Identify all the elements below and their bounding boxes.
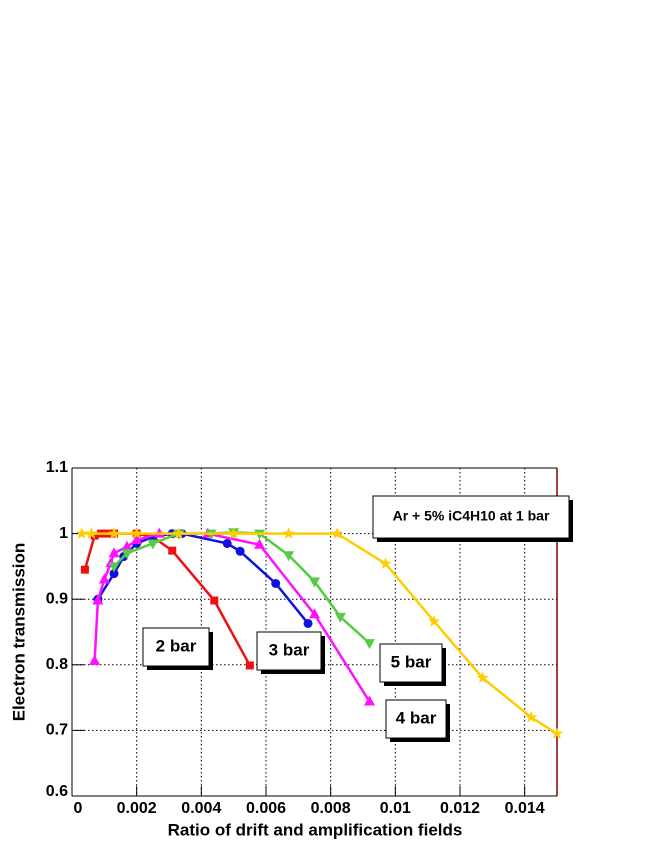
data-point <box>121 540 133 551</box>
data-point <box>130 527 143 539</box>
data-point <box>283 551 295 562</box>
data-point <box>363 639 375 650</box>
data-point <box>90 531 99 540</box>
data-point <box>168 546 177 555</box>
data-point <box>108 547 120 558</box>
y-tick-label: 1 <box>59 525 68 542</box>
data-point <box>92 594 104 605</box>
data-point <box>109 569 119 579</box>
data-point <box>107 527 121 539</box>
x-tick-label: 0.012 <box>440 800 480 817</box>
data-point <box>98 573 110 584</box>
data-point <box>222 538 232 548</box>
x-tick-label: 0.004 <box>181 800 221 817</box>
data-point <box>80 565 89 574</box>
data-point <box>131 534 143 545</box>
series-label: 5 bar <box>391 652 432 671</box>
x-tick-label: 0.002 <box>117 800 157 817</box>
data-point <box>75 527 88 539</box>
series-label: 3 bar <box>269 640 310 659</box>
data-point <box>210 596 219 605</box>
x-tick-label: 0 <box>74 800 83 817</box>
data-point <box>331 527 344 539</box>
data-point <box>379 557 392 569</box>
label-box <box>385 699 447 739</box>
data-point <box>525 710 538 723</box>
x-tick-label: 0.014 <box>505 800 545 817</box>
data-point <box>108 562 120 573</box>
data-point <box>309 608 320 619</box>
y-tick-label: 0.8 <box>46 656 68 673</box>
data-point <box>172 527 185 539</box>
x-tick-label: 0.01 <box>380 800 411 817</box>
data-point <box>254 538 266 549</box>
data-point <box>89 654 101 665</box>
x-axis-title: Ratio of drift and amplification fields <box>168 820 463 839</box>
data-point <box>476 671 489 684</box>
data-point <box>271 578 281 588</box>
data-point <box>85 527 98 539</box>
data-point <box>282 527 295 539</box>
data-point <box>147 539 159 550</box>
y-axis-title: Electron transmission <box>9 543 28 722</box>
data-point <box>363 695 375 706</box>
data-point <box>121 549 133 560</box>
label-box <box>256 631 322 671</box>
x-tick-label: 0.006 <box>246 800 286 817</box>
data-point <box>428 615 441 627</box>
data-point <box>303 618 313 628</box>
data-point <box>334 612 346 623</box>
label-box <box>142 627 210 667</box>
y-tick-label: 1.1 <box>46 459 68 476</box>
y-tick-label: 0.6 <box>46 783 68 800</box>
x-tick-label: 0.008 <box>311 800 351 817</box>
data-point <box>227 527 240 539</box>
data-point <box>235 546 245 556</box>
data-point <box>550 727 564 739</box>
data-point <box>245 661 254 670</box>
label-box <box>372 495 570 539</box>
data-point <box>309 577 320 588</box>
y-tick-label: 0.9 <box>46 590 68 607</box>
annotation: Ar + 5% iC4H10 at 1 bar <box>393 508 550 524</box>
label-box <box>379 643 443 683</box>
series-label: 2 bar <box>156 636 197 655</box>
y-tick-label: 0.7 <box>46 722 68 739</box>
series-label: 4 bar <box>396 708 437 727</box>
